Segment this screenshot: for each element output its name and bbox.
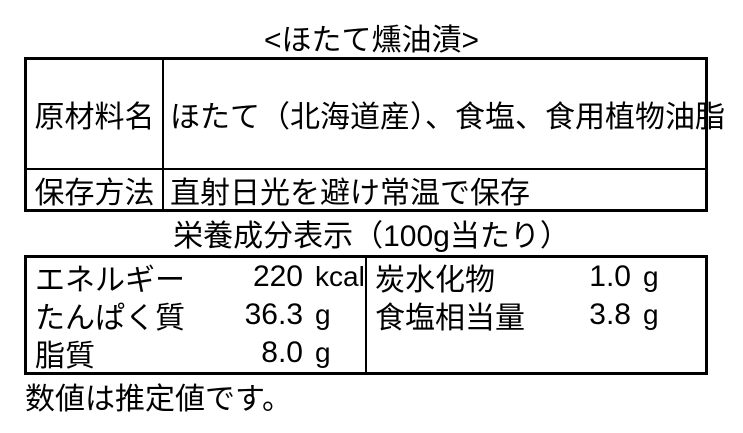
product-info-table: 原材料名 ほたて（北海道産）、食塩、食用植物油脂 保存方法 直射日光を避け常温で… xyxy=(24,57,725,212)
salt-row: 食塩相当量 3.8 g xyxy=(367,296,705,335)
fat-value: 8.0 xyxy=(261,336,303,369)
carbohydrate-unit: g xyxy=(643,261,659,292)
storage-row: 保存方法 直射日光を避け常温で保存 xyxy=(27,168,705,210)
ingredients-value: ほたて（北海道産）、食塩、食用植物油脂 xyxy=(170,101,725,134)
protein-value: 36.3 xyxy=(244,298,303,331)
fat-label: 脂質 xyxy=(35,340,95,373)
fat-unit: g xyxy=(315,337,331,368)
nutrition-title: 栄養成分表示（100g当たり） xyxy=(173,220,570,253)
energy-label: エネルギー xyxy=(35,264,185,297)
energy-row: エネルギー 220 kcal xyxy=(27,258,365,297)
nutrition-column-left: エネルギー 220 kcal たんぱく質 36.3 g 脂質 8.0 g xyxy=(27,258,367,373)
nutrition-column-right: 炭水化物 1.0 g 食塩相当量 3.8 g xyxy=(367,258,705,372)
energy-unit: kcal xyxy=(315,261,365,292)
ingredients-row: 原材料名 ほたて（北海道産）、食塩、食用植物油脂 xyxy=(27,60,725,168)
protein-row: たんぱく質 36.3 g xyxy=(27,296,365,335)
storage-label: 保存方法 xyxy=(27,170,164,210)
fat-row: 脂質 8.0 g xyxy=(27,334,365,373)
salt-unit: g xyxy=(643,299,659,330)
energy-value: 220 xyxy=(252,260,303,293)
protein-unit: g xyxy=(315,299,331,330)
carbohydrate-row: 炭水化物 1.0 g xyxy=(367,258,705,297)
salt-label: 食塩相当量 xyxy=(375,302,525,335)
carbohydrate-label: 炭水化物 xyxy=(375,264,495,297)
storage-value: 直射日光を避け常温で保存 xyxy=(170,176,530,210)
protein-label: たんぱく質 xyxy=(35,302,185,335)
carbohydrate-value: 1.0 xyxy=(589,260,631,293)
product-title: <ほたて燻油漬> xyxy=(263,24,480,57)
estimate-footnote: 数値は推定値です。 xyxy=(25,383,292,416)
nutrition-table: エネルギー 220 kcal たんぱく質 36.3 g 脂質 8.0 g 炭水化… xyxy=(24,255,708,375)
salt-value: 3.8 xyxy=(589,298,631,331)
ingredients-label: 原材料名 xyxy=(27,60,164,168)
